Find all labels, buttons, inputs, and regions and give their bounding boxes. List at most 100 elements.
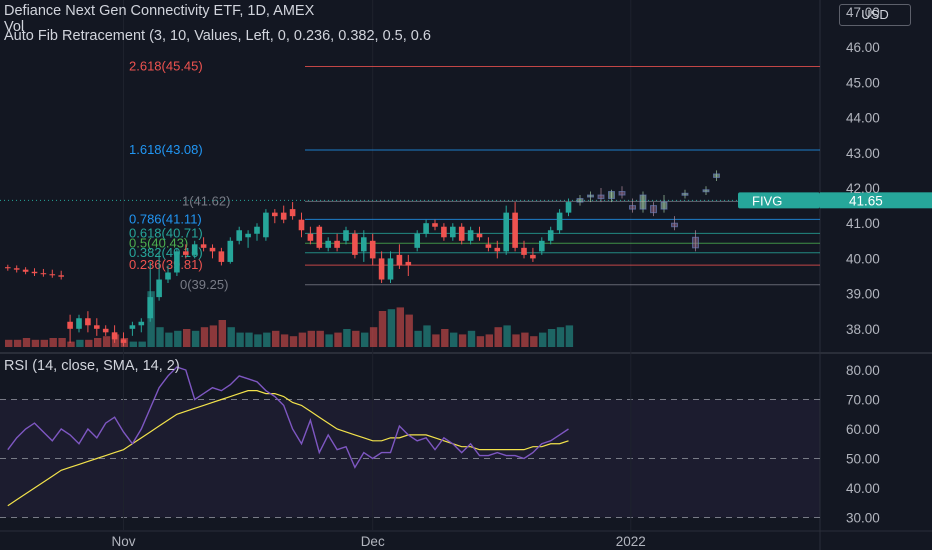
fib-level-label: 0.382(40.16) (129, 245, 203, 260)
candle-body (174, 251, 180, 273)
candle-body (476, 233, 483, 238)
fib-level-label: 0(39.25) (180, 277, 228, 292)
projection-body (660, 201, 668, 210)
volume-bar (503, 325, 511, 347)
projection-body (713, 173, 720, 178)
candle-body (307, 233, 314, 241)
fib-level-label: 0.786(41.11) (129, 211, 202, 226)
volume-bar (254, 334, 262, 347)
volume-bar (129, 341, 137, 347)
volume-bar (369, 327, 378, 347)
volume-bar (334, 332, 342, 347)
chart-title: Defiance Next Gen Connectivity ETF, 1D, … (4, 3, 315, 19)
candle-body (387, 258, 394, 280)
candle-body (352, 233, 358, 255)
price-tick-label: 45.00 (846, 75, 880, 90)
rsi-tick-label: 30.00 (846, 511, 880, 526)
currency-button[interactable]: USD (839, 4, 911, 26)
price-tick-label: 40.00 (846, 251, 880, 266)
price-tick-label: 44.00 (846, 111, 880, 126)
projection-body (629, 205, 636, 210)
volume-bar (272, 330, 280, 347)
candle-body (325, 240, 331, 248)
candle-body (503, 212, 509, 252)
candle-body (111, 332, 118, 340)
projection-body (692, 236, 699, 249)
volume-bar (138, 341, 146, 347)
volume-legend: Vol (4, 19, 25, 35)
volume-bar (165, 332, 173, 347)
candle-body (236, 230, 242, 241)
candle-body (458, 226, 465, 241)
volume-bar (280, 334, 289, 347)
candle-body (263, 212, 269, 238)
volume-bar (298, 332, 307, 347)
projection-body (608, 191, 615, 200)
volume-bar (245, 332, 253, 347)
volume-bar (352, 330, 360, 347)
candle-body (200, 244, 207, 248)
volume-bar (49, 338, 57, 347)
volume-bar (307, 330, 315, 347)
volume-bar (156, 327, 164, 347)
volume-bar (539, 332, 547, 347)
volume-bar (556, 327, 565, 347)
candle-body (298, 219, 305, 231)
fib-level-label: 1.618(43.08) (129, 142, 203, 157)
volume-bar (111, 334, 120, 347)
candle-body (5, 267, 11, 269)
volume-bar (547, 329, 556, 347)
price-tick-label: 43.00 (846, 146, 880, 161)
fib-legend: Auto Fib Retracement (3, 10, Values, Lef… (4, 28, 431, 44)
candle-body (58, 275, 64, 277)
candle-body (432, 223, 438, 227)
projection-body (702, 189, 710, 193)
price-tick-label: 39.00 (846, 287, 880, 302)
volume-bar (67, 341, 75, 347)
volume-bar (450, 332, 458, 347)
price-tag-value: 41.65 (849, 193, 883, 208)
candle-body (539, 240, 545, 252)
candle-body (76, 318, 82, 329)
volume-bar (13, 339, 22, 347)
rsi-sma-line (7, 390, 569, 507)
projection-body (671, 222, 678, 228)
fib-level-label: 0.236(39.81) (129, 257, 203, 272)
rsi-tick-label: 70.00 (846, 393, 880, 408)
candle-body (156, 279, 162, 298)
volume-bar (494, 327, 502, 347)
candle-body (396, 254, 403, 266)
volume-bar (5, 339, 13, 347)
candle-body (67, 321, 73, 329)
time-tick-label: 2022 (616, 534, 646, 549)
volume-bar (396, 307, 404, 347)
projection-body (639, 194, 647, 210)
candle-body (191, 244, 198, 255)
price-tick-label: 47.00 (846, 5, 880, 20)
volume-bar (432, 334, 440, 347)
rsi-tick-label: 80.00 (846, 363, 880, 378)
projection-body (650, 205, 657, 214)
candle-body (280, 212, 287, 220)
volume-bar (147, 291, 155, 347)
price-tick-label: 38.00 (846, 322, 880, 337)
candle-body (147, 297, 153, 319)
candle-body (209, 247, 216, 252)
volume-bar (263, 332, 271, 347)
volume-bar (458, 334, 467, 347)
price-tag (820, 192, 932, 209)
fib-level-label: 2.618(45.45) (129, 59, 203, 74)
candle-body (441, 226, 447, 238)
symbol-tag-text: FIVG (752, 193, 782, 208)
candle-body (254, 226, 260, 234)
candle-body (361, 237, 367, 252)
volume-bar (227, 327, 235, 347)
volume-bar (191, 330, 200, 347)
volume-bar (530, 336, 538, 347)
candle-body (13, 268, 20, 270)
candle-body (138, 321, 145, 326)
volume-bar (387, 309, 396, 347)
candle-body (22, 269, 29, 272)
rsi-tick-label: 60.00 (846, 422, 880, 437)
